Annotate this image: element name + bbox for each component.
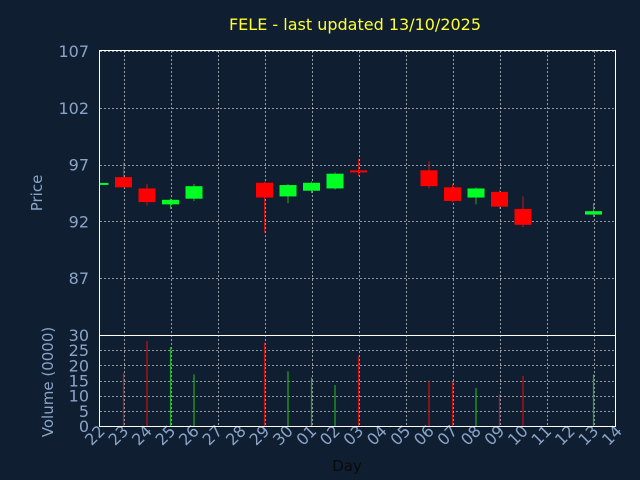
candle-30 bbox=[279, 183, 297, 204]
price-candles bbox=[100, 158, 602, 233]
candle-08 bbox=[467, 187, 485, 205]
volume-axis-label: Volume (0000) bbox=[39, 327, 57, 437]
candle-26 bbox=[185, 183, 203, 201]
candle-25 bbox=[162, 198, 179, 209]
volume-tick-label: 20 bbox=[69, 356, 89, 375]
volume-tick-label: 10 bbox=[69, 387, 89, 406]
candle-body bbox=[185, 186, 203, 199]
candle-07 bbox=[444, 183, 461, 203]
candle-22 bbox=[100, 182, 109, 185]
x-axis-ticks: 2223242526272829300102030405060708091011… bbox=[81, 421, 626, 449]
candle-body bbox=[303, 182, 320, 191]
chart-title: FELE - last updated 13/10/2025 bbox=[229, 15, 481, 34]
volume-tick-label: 30 bbox=[69, 326, 89, 345]
price-tick-label: 97 bbox=[69, 156, 89, 175]
volume-tick-label: 15 bbox=[69, 372, 89, 391]
x-axis-label: Day bbox=[332, 457, 362, 475]
volume-bars bbox=[122, 341, 595, 426]
candle-body bbox=[115, 177, 132, 188]
candle-body bbox=[514, 208, 532, 225]
candle-01 bbox=[303, 181, 320, 193]
price-tick-label: 107 bbox=[58, 42, 89, 61]
candle-06 bbox=[420, 161, 438, 189]
candle-body bbox=[420, 170, 438, 187]
candle-body bbox=[491, 191, 508, 207]
candle-24 bbox=[138, 183, 156, 206]
volume-tick-label: 25 bbox=[69, 341, 89, 360]
candle-body bbox=[585, 211, 602, 215]
candle-body bbox=[100, 182, 109, 185]
candle-body bbox=[279, 185, 297, 197]
candle-body bbox=[138, 188, 156, 203]
candle-body bbox=[350, 170, 367, 173]
candle-body bbox=[444, 187, 461, 201]
candle-body bbox=[467, 188, 485, 198]
price-axis-ticks: 107 102 97 92 87 bbox=[58, 42, 89, 288]
volume-tick-label: 5 bbox=[79, 402, 89, 421]
candle-13 bbox=[585, 203, 602, 217]
candle-02 bbox=[326, 172, 344, 190]
candle-body bbox=[326, 173, 344, 189]
candle-body bbox=[162, 199, 179, 205]
price-panel-frame bbox=[99, 50, 616, 336]
candle-23 bbox=[115, 162, 132, 188]
candle-body bbox=[256, 182, 273, 198]
x-tick-label: 14 bbox=[598, 421, 626, 449]
grid-lines bbox=[100, 51, 615, 427]
candle-10 bbox=[514, 196, 532, 228]
price-axis-label: Price bbox=[28, 175, 46, 212]
candle-03 bbox=[350, 158, 367, 176]
volume-tick-label: 0 bbox=[79, 417, 89, 436]
price-tick-label: 92 bbox=[69, 212, 89, 231]
volume-panel-frame bbox=[99, 335, 616, 427]
candle-29 bbox=[256, 181, 273, 233]
price-tick-label: 102 bbox=[58, 99, 89, 118]
candle-09 bbox=[491, 189, 508, 209]
price-tick-label: 87 bbox=[69, 269, 89, 288]
